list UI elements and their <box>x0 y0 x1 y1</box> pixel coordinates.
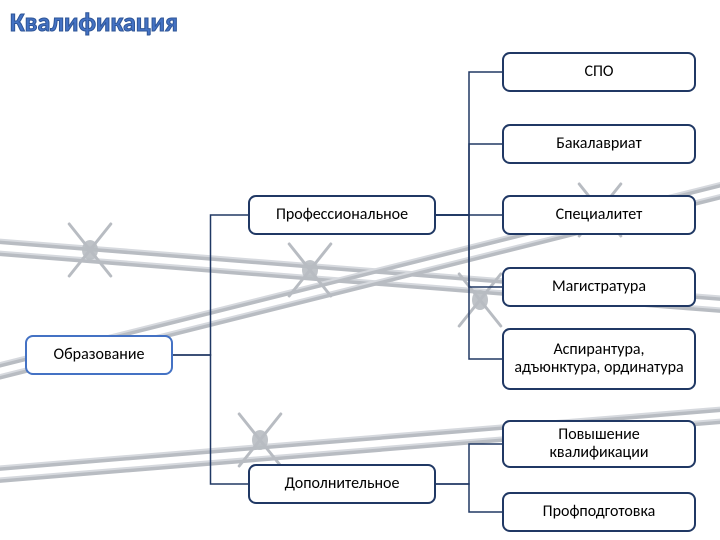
node-prof: Профессиональное <box>248 195 436 235</box>
node-mag: Магистратура <box>502 267 696 307</box>
node-label: СПО <box>584 63 613 81</box>
node-label: Повышение квалификации <box>510 426 688 463</box>
node-bak: Бакалавриат <box>502 124 696 164</box>
node-label: Дополнительное <box>285 475 400 493</box>
page-title: Квалификация <box>10 6 178 38</box>
node-spec: Специалитет <box>502 195 696 235</box>
node-label: Аспирантура, адъюнктура, ординатура <box>510 341 688 378</box>
node-pp: Профподготовка <box>502 492 696 532</box>
node-label: Профподготовка <box>543 503 656 521</box>
node-label: Специалитет <box>556 206 643 224</box>
node-label: Магистратура <box>552 278 646 296</box>
node-dop: Дополнительное <box>248 464 436 504</box>
node-spo: СПО <box>502 52 696 92</box>
node-label: Профессиональное <box>276 206 408 224</box>
node-label: Бакалавриат <box>556 135 641 153</box>
node-root: Образование <box>25 335 173 375</box>
node-pov: Повышение квалификации <box>502 420 696 468</box>
node-label: Образование <box>54 346 145 364</box>
node-asp: Аспирантура, адъюнктура, ординатура <box>502 328 696 390</box>
